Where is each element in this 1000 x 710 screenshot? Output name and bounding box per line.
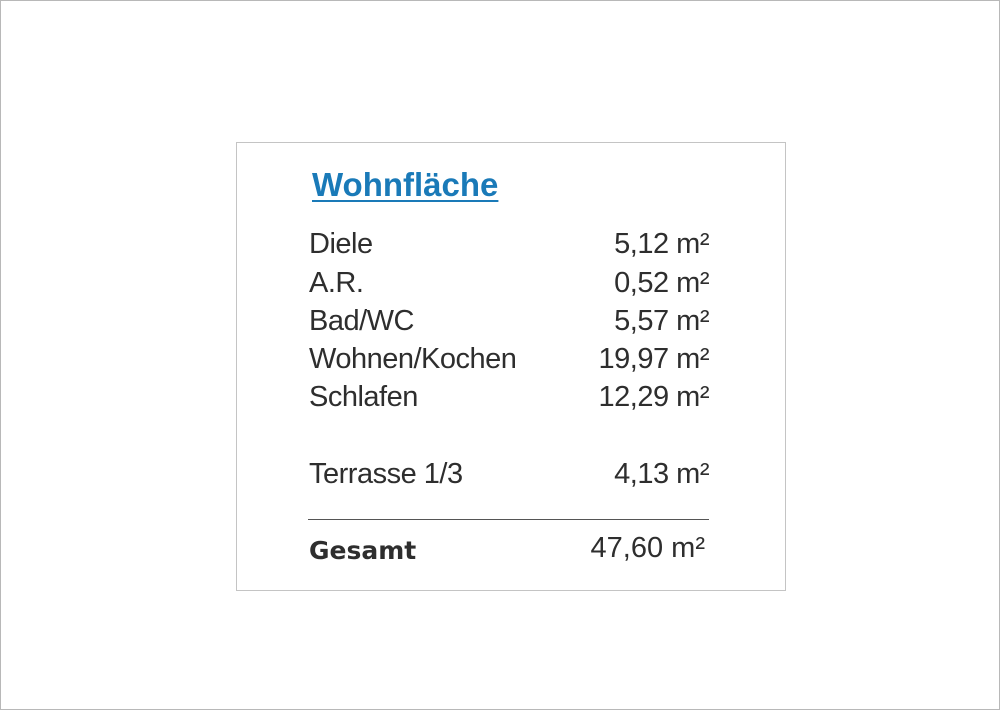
total-divider [308, 519, 709, 520]
room-area: 0,52 m² [614, 267, 709, 299]
room-area: 19,97 m² [598, 343, 710, 375]
table-row: Diele 5,12 m² [309, 225, 709, 263]
room-label: Diele [309, 228, 373, 260]
total-label: Gesamt [309, 536, 417, 565]
page-title: Wohnfläche [312, 166, 499, 203]
room-label: Bad/WC [309, 305, 414, 337]
total-area: 47,60 m² [590, 532, 705, 564]
terrace-area: 4,13 m² [614, 458, 709, 490]
room-area: 12,29 m² [598, 381, 710, 413]
total-row: Gesamt 47,60 m² [309, 531, 705, 571]
room-area: 5,57 m² [614, 305, 709, 337]
room-label: Wohnen/Kochen [309, 343, 517, 375]
area-table-box [236, 142, 786, 591]
room-label: Schlafen [309, 381, 418, 413]
table-row: A.R. 0,52 m² [309, 264, 709, 302]
table-row: Wohnen/Kochen 19,97 m² [309, 340, 710, 378]
terrace-label: Terrasse 1/3 [309, 458, 463, 490]
table-row: Bad/WC 5,57 m² [309, 302, 709, 340]
terrace-row: Terrasse 1/3 4,13 m² [309, 455, 709, 493]
room-label: A.R. [309, 267, 364, 299]
room-area: 5,12 m² [614, 228, 709, 260]
table-row: Schlafen 12,29 m² [309, 378, 710, 416]
